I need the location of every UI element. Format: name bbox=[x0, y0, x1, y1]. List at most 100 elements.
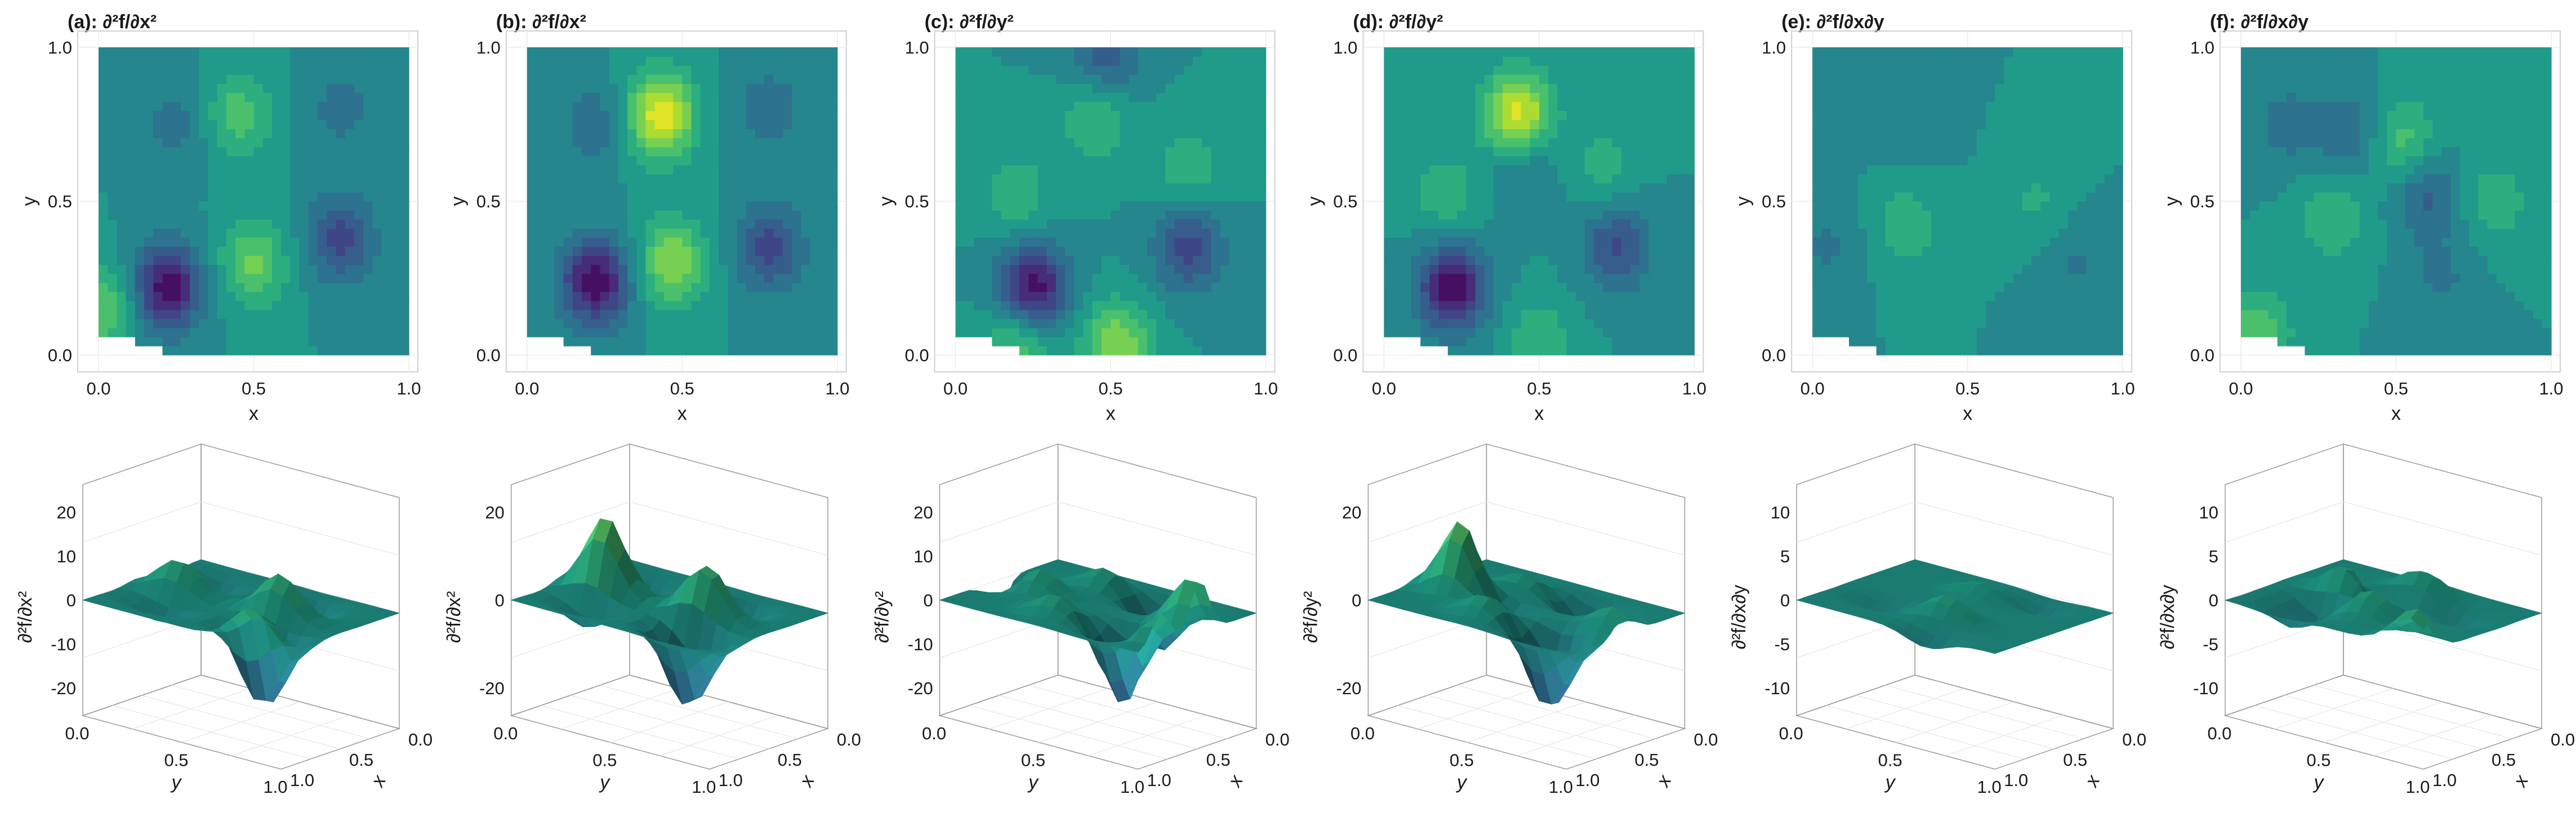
contour-cell bbox=[372, 237, 382, 247]
contour-cell bbox=[1193, 128, 1202, 139]
contour-cell bbox=[217, 345, 227, 356]
contour-cell bbox=[1156, 210, 1166, 220]
contour-cell bbox=[253, 110, 264, 121]
contour-cell bbox=[1120, 273, 1130, 283]
contour-cell bbox=[126, 264, 136, 274]
contour-cell bbox=[208, 282, 218, 292]
contour-cell bbox=[764, 128, 774, 139]
contour-cell bbox=[1384, 183, 1394, 193]
contour-cell bbox=[1193, 183, 1202, 193]
contour-cell bbox=[1512, 246, 1522, 256]
contour-cell bbox=[345, 282, 355, 292]
contour-cell bbox=[1666, 183, 1677, 193]
contour-cell bbox=[1028, 228, 1038, 238]
contour-cell bbox=[1466, 282, 1476, 292]
contour-cell bbox=[1475, 345, 1485, 356]
contour-cell bbox=[554, 47, 564, 57]
contour-cell bbox=[691, 219, 701, 229]
contour-cell bbox=[1657, 255, 1668, 265]
contour-cell bbox=[235, 210, 245, 220]
contour-cell bbox=[290, 282, 300, 292]
contour-cell bbox=[217, 192, 227, 202]
contour-cell bbox=[1438, 273, 1449, 283]
contour-cell bbox=[1101, 201, 1111, 211]
contour-cell bbox=[1584, 255, 1594, 265]
contour-cell bbox=[636, 318, 647, 329]
contour-cell bbox=[663, 327, 674, 338]
contour-cell bbox=[99, 74, 108, 84]
contour-cell bbox=[262, 345, 273, 356]
contour-cell bbox=[135, 65, 145, 75]
contour-cell bbox=[1402, 291, 1412, 301]
contour-cell bbox=[1384, 201, 1394, 211]
contour-cell bbox=[746, 318, 756, 329]
contour-cell bbox=[663, 92, 674, 102]
contour-cell bbox=[1046, 192, 1057, 202]
contour-cell bbox=[1685, 183, 1695, 193]
contour-cell bbox=[1438, 210, 1449, 220]
contour-cell bbox=[1594, 264, 1603, 274]
contour-cell bbox=[1202, 237, 1211, 247]
contour-cell bbox=[299, 183, 309, 193]
contour-cell bbox=[1475, 219, 1485, 229]
contour-cell bbox=[199, 128, 209, 139]
contour-cell bbox=[171, 165, 181, 175]
contour-cell bbox=[1447, 264, 1458, 274]
contour-cell bbox=[363, 183, 373, 193]
contour-cell bbox=[791, 65, 801, 75]
contour-cell bbox=[1447, 345, 1458, 356]
contour-cell bbox=[153, 282, 163, 292]
contour-cell bbox=[645, 119, 656, 130]
contour-cell bbox=[372, 228, 382, 238]
contour-cell bbox=[1229, 137, 1239, 148]
contour-cell bbox=[235, 74, 245, 84]
contour-cell bbox=[709, 192, 719, 202]
surface-mesh bbox=[939, 559, 1257, 703]
contour-cell bbox=[746, 101, 756, 112]
contour-cell bbox=[1092, 291, 1102, 301]
contour-cell bbox=[108, 309, 117, 319]
contour-cell bbox=[1174, 228, 1184, 238]
contour-cell bbox=[1120, 246, 1130, 256]
contour-cell bbox=[801, 110, 810, 121]
contour-cell bbox=[336, 147, 346, 157]
contour-cell bbox=[1019, 156, 1029, 166]
contour-cell bbox=[591, 291, 600, 301]
contour-cell bbox=[171, 47, 181, 57]
contour-cell bbox=[1648, 183, 1659, 193]
contour-cell bbox=[964, 83, 974, 93]
contour-cell bbox=[308, 47, 318, 57]
contour-cell bbox=[773, 318, 783, 329]
contour-cell bbox=[363, 119, 373, 130]
contour-cell bbox=[591, 156, 600, 166]
contour-cell bbox=[1028, 165, 1038, 175]
contour-cell bbox=[618, 47, 628, 57]
contour-cell bbox=[226, 336, 236, 347]
contour-cell bbox=[719, 246, 728, 256]
contour-cell bbox=[308, 264, 318, 274]
contour-cell bbox=[1457, 318, 1467, 329]
contour-cell bbox=[645, 165, 656, 175]
contour-cell bbox=[1165, 47, 1175, 57]
contour-cell bbox=[299, 147, 309, 157]
contour-cell bbox=[1055, 101, 1066, 112]
contour-cell bbox=[554, 83, 564, 93]
contour-cell bbox=[345, 318, 355, 329]
contour-cell bbox=[1165, 255, 1175, 265]
contour-cell bbox=[582, 192, 591, 202]
contour-cell bbox=[1429, 282, 1439, 292]
contour-cell bbox=[162, 83, 172, 93]
contour-cell bbox=[545, 192, 555, 202]
contour-cell bbox=[1028, 101, 1038, 112]
contour-cell bbox=[682, 65, 692, 75]
contour-cell bbox=[1229, 174, 1239, 184]
contour-cell bbox=[1603, 192, 1613, 202]
contour-cell bbox=[1156, 237, 1166, 247]
contour-cell bbox=[791, 255, 801, 265]
contour-cell bbox=[317, 156, 327, 166]
contour-cell bbox=[983, 228, 992, 238]
contour-cell bbox=[654, 309, 665, 319]
contour-cell bbox=[372, 119, 382, 130]
contour-cell bbox=[1594, 192, 1603, 202]
contour-cell bbox=[1612, 291, 1622, 301]
